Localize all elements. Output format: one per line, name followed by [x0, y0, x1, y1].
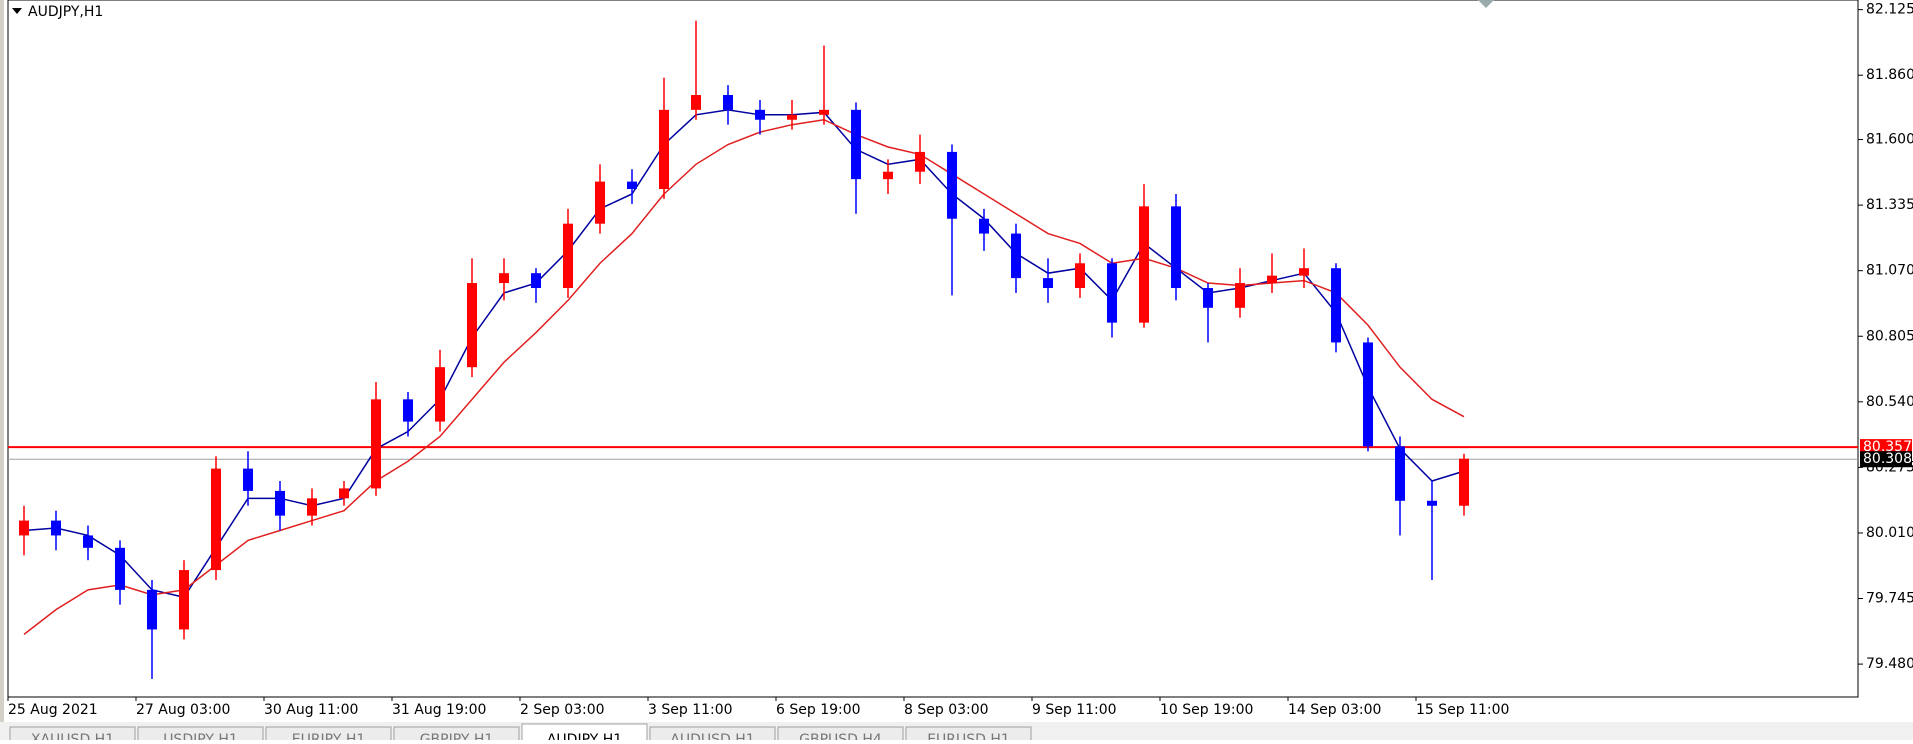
tab-label[interactable]: GBPUSD,H4 — [799, 732, 882, 744]
tab-label[interactable]: EURJPY,H1 — [292, 732, 366, 744]
y-tick-label: 82.125 — [1866, 2, 1913, 18]
y-tick-label: 79.480 — [1866, 656, 1913, 672]
candle-body — [1075, 263, 1085, 289]
candle-body — [371, 399, 381, 489]
x-tick-label: 14 Sep 03:00 — [1288, 702, 1381, 718]
plot-frame — [7, 0, 1859, 698]
y-tick-label: 80.540 — [1866, 394, 1913, 410]
candle-body — [243, 468, 253, 491]
candle-body — [1331, 268, 1341, 343]
x-tick-label: 6 Sep 19:00 — [776, 702, 861, 718]
y-tick-label: 80.805 — [1866, 328, 1913, 344]
y-tick-label: 81.860 — [1866, 67, 1913, 83]
candle-body — [211, 468, 221, 571]
x-tick-label: 3 Sep 11:00 — [648, 702, 733, 718]
candle-body — [403, 399, 413, 422]
tab-label[interactable]: EURUSD,H1 — [927, 732, 1010, 744]
candle-body — [1235, 283, 1245, 308]
symbol-label: AUDJPY,H1 — [28, 4, 103, 20]
candle-body — [627, 181, 637, 190]
x-tick-label: 25 Aug 2021 — [8, 702, 98, 718]
candle-body — [339, 488, 349, 499]
candle-body — [851, 109, 861, 180]
candle-body — [1363, 342, 1373, 447]
y-tick-label: 80.010 — [1866, 525, 1913, 541]
candle-body — [1395, 446, 1405, 501]
candle-body — [595, 181, 605, 224]
tab-label[interactable]: GBPJPY,H1 — [420, 732, 494, 744]
x-tick-label: 8 Sep 03:00 — [904, 702, 989, 718]
candle-body — [755, 109, 765, 120]
candle-body — [1203, 288, 1213, 308]
x-tick-label: 27 Aug 03:00 — [136, 702, 230, 718]
price-box-label: 80.308 — [1863, 451, 1912, 467]
tab-label[interactable]: AUDJPY,H1 — [547, 732, 622, 744]
y-tick-label: 79.745 — [1866, 591, 1913, 607]
x-tick-label: 30 Aug 11:00 — [264, 702, 358, 718]
x-tick-label: 9 Sep 11:00 — [1032, 702, 1117, 718]
candle-body — [467, 283, 477, 368]
candle-body — [947, 151, 957, 219]
candle-body — [915, 151, 925, 172]
candle-body — [1171, 206, 1181, 289]
tab-label[interactable]: AUDUSD,H1 — [670, 732, 754, 744]
moving-average — [23, 109, 1465, 599]
y-tick-label: 81.070 — [1866, 263, 1913, 279]
candle-body — [883, 171, 893, 180]
candle-body — [147, 589, 157, 630]
x-tick-label: 31 Aug 19:00 — [392, 702, 486, 718]
candle-body — [787, 114, 797, 120]
x-tick-label: 15 Sep 11:00 — [1416, 702, 1509, 718]
y-tick-label: 81.335 — [1866, 197, 1913, 213]
tab[interactable] — [521, 723, 648, 744]
price-box — [1860, 451, 1912, 468]
candle-body — [83, 535, 93, 548]
candle-body — [19, 520, 29, 536]
candle-body — [659, 109, 669, 190]
y-tick-label: 81.600 — [1866, 132, 1913, 148]
candle-body — [179, 570, 189, 630]
x-tick-label: 2 Sep 03:00 — [520, 702, 605, 718]
tab-label[interactable]: USDJPY,H1 — [163, 732, 238, 744]
price-box — [1860, 439, 1912, 456]
candle-body — [1107, 263, 1117, 323]
candle-body — [51, 520, 61, 536]
candle-body — [435, 367, 445, 422]
candle-body — [275, 490, 285, 516]
candle-body — [115, 547, 125, 590]
tab-label[interactable]: XAUUSD,H1 — [31, 732, 114, 744]
candle-body — [563, 223, 573, 289]
candle-body — [499, 273, 509, 284]
candle-body — [531, 273, 541, 289]
left-border — [0, 0, 4, 740]
candle-body — [1427, 500, 1437, 506]
candle-body — [1267, 275, 1277, 284]
candle-body — [691, 95, 701, 110]
shift-marker — [1478, 0, 1494, 8]
x-tick-label: 10 Sep 19:00 — [1160, 702, 1253, 718]
candle-body — [307, 498, 317, 516]
candle-body — [723, 95, 733, 110]
price-box-label: 80.357 — [1863, 439, 1912, 455]
candle-body — [1011, 233, 1021, 279]
candle-body — [1299, 268, 1309, 276]
candle-body — [979, 218, 989, 234]
candle-body — [1043, 278, 1053, 289]
candle-body — [819, 109, 829, 115]
moving-average — [23, 118, 1465, 635]
menu-arrow[interactable] — [12, 8, 22, 14]
candle-body — [1139, 206, 1149, 323]
candle-body — [1459, 458, 1469, 506]
